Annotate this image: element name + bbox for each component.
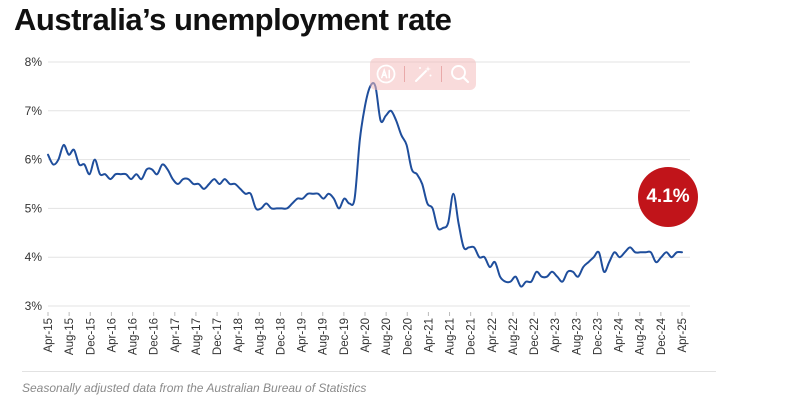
footnote-divider	[22, 371, 716, 372]
y-axis-ticks: 3% 4% 5% 6% 7% 8%	[25, 55, 43, 313]
x-tick-label: Dec-22	[529, 318, 541, 355]
y-tick-label: 8%	[25, 55, 43, 69]
x-tick-label: Apr-24	[614, 317, 626, 352]
y-tick-label: 4%	[25, 250, 43, 264]
x-tick-label: Dec-19	[339, 318, 351, 355]
grid-lines	[48, 61, 690, 307]
x-tick-label: Aug-17	[191, 318, 203, 355]
y-tick-label: 3%	[25, 299, 43, 313]
x-tick-label: Aug-20	[381, 318, 393, 355]
x-tick-label: Apr-22	[487, 318, 499, 353]
search-button[interactable]	[447, 61, 473, 87]
x-tick-label: Apr-17	[170, 318, 182, 353]
x-axis-ticks: Apr-15 Aug-15 Dec-15 Apr-16 Aug-16 Dec-16 Apr-…	[43, 312, 689, 355]
x-tick-label: Apr-21	[423, 318, 435, 353]
chart-title: Australia’s unemployment rate	[14, 2, 452, 37]
x-tick-label: Aug-16	[128, 318, 140, 355]
image-toolbar	[370, 58, 476, 90]
y-tick-label: 6%	[25, 153, 43, 167]
x-tick-label: Aug-23	[571, 318, 583, 355]
x-tick-label: Apr-19	[297, 318, 309, 353]
x-tick-label: Apr-16	[106, 318, 118, 353]
ai-button[interactable]	[373, 61, 399, 87]
x-tick-label: Apr-25	[677, 318, 689, 353]
ai-icon	[376, 64, 395, 84]
magic-wand-button[interactable]	[410, 61, 436, 87]
x-tick-label: Dec-18	[275, 318, 287, 355]
x-tick-label: Dec-20	[402, 318, 414, 355]
x-tick-label: Aug-19	[318, 318, 330, 355]
x-tick-label: Dec-15	[85, 318, 97, 355]
toolbar-separator	[441, 66, 443, 82]
search-icon	[451, 65, 470, 84]
x-tick-label: Aug-24	[635, 317, 647, 355]
x-tick-label: Apr-15	[43, 318, 55, 353]
x-tick-label: Dec-24	[656, 317, 668, 355]
x-tick-label: Aug-15	[64, 318, 76, 355]
x-tick-label: Dec-23	[592, 318, 604, 355]
x-tick-label: Aug-22	[508, 318, 520, 355]
latest-value-badge: 4.1%	[638, 167, 698, 227]
x-tick-label: Dec-17	[212, 318, 224, 355]
x-tick-label: Dec-16	[149, 318, 161, 355]
source-footnote: Seasonally adjusted data from the Austra…	[22, 381, 367, 395]
x-tick-label: Aug-18	[254, 318, 266, 355]
y-tick-label: 5%	[25, 201, 43, 215]
x-tick-label: Apr-18	[233, 318, 245, 353]
x-tick-label: Apr-20	[360, 318, 372, 353]
series-line-unemployment-rate	[47, 82, 683, 288]
x-tick-label: Dec-21	[466, 318, 478, 355]
x-tick-label: Aug-21	[445, 318, 457, 355]
toolbar-separator	[403, 66, 405, 82]
y-tick-label: 7%	[25, 104, 43, 118]
magic-wand-icon	[414, 66, 432, 82]
x-tick-label: Apr-23	[550, 318, 562, 353]
